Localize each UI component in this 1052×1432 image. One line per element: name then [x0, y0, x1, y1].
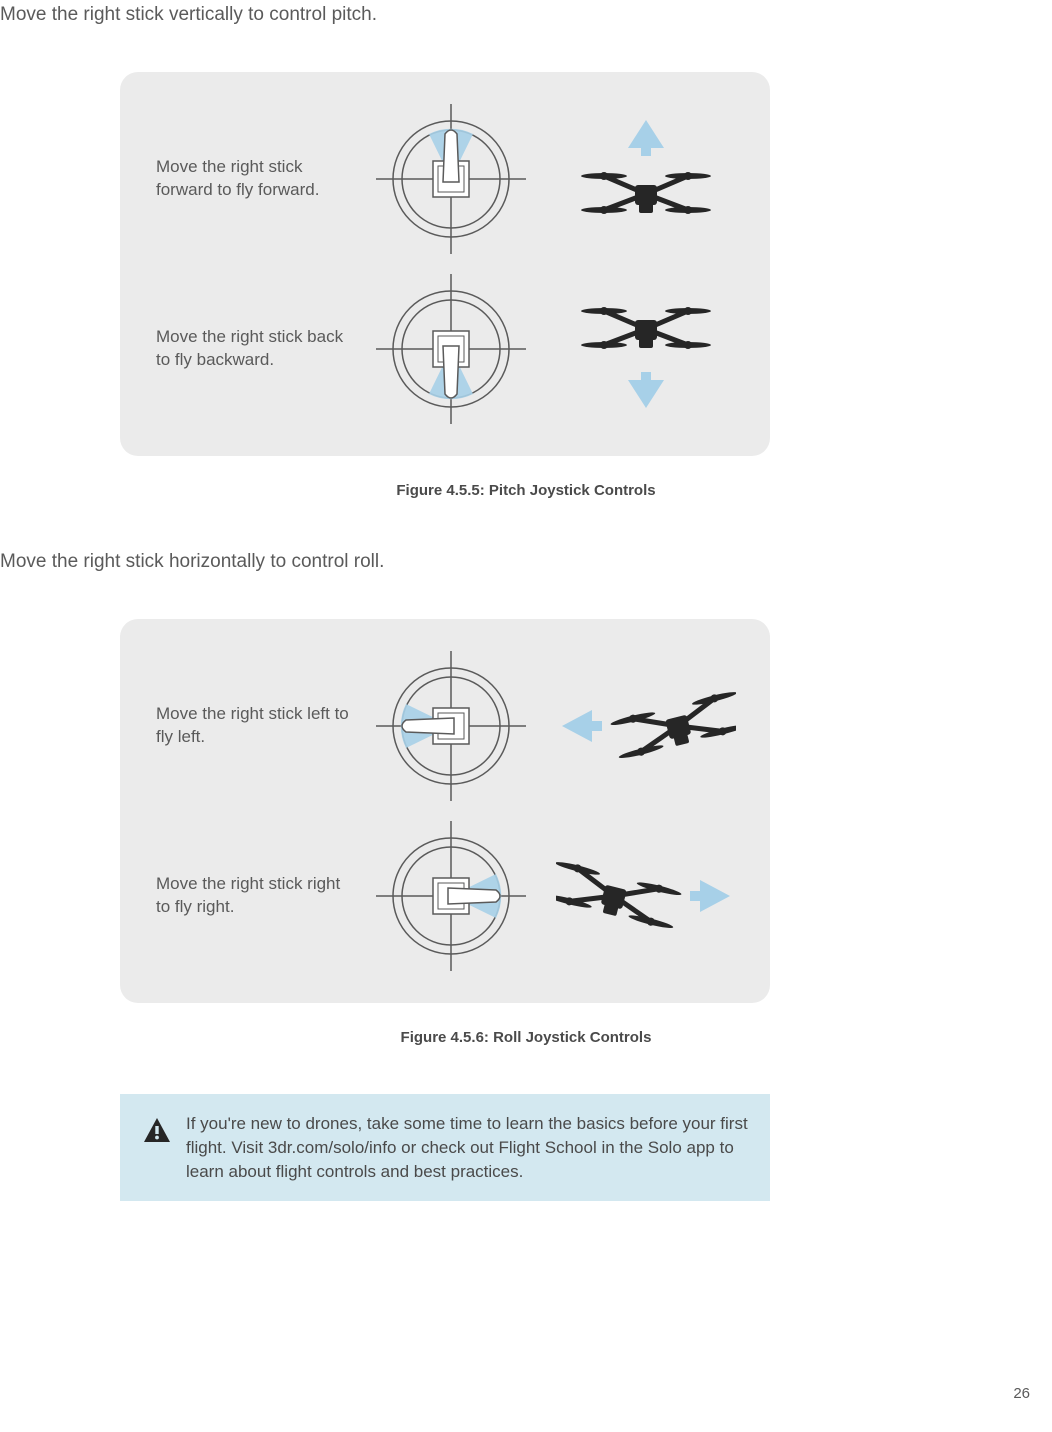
drone-forward	[551, 114, 740, 244]
joystick-right	[351, 821, 551, 971]
drone-backward	[551, 284, 740, 414]
warning-icon	[142, 1116, 172, 1146]
pitch-backward-label: Move the right stick back to fly backwar…	[156, 326, 351, 372]
pitch-caption: Figure 4.5.5: Pitch Joystick Controls	[0, 482, 1052, 499]
roll-left-label: Move the right stick left to fly left.	[156, 703, 351, 749]
roll-panel: Move the right stick left to fly left.	[120, 619, 770, 1003]
roll-caption: Figure 4.5.6: Roll Joystick Controls	[0, 1029, 1052, 1046]
roll-right-label: Move the right stick right to fly right.	[156, 873, 351, 919]
joystick-backward-icon	[376, 274, 526, 424]
pitch-panel: Move the right stick forward to fly forw…	[120, 72, 770, 456]
drone-right-icon	[556, 846, 736, 946]
roll-intro: Move the right stick horizontally to con…	[0, 547, 1052, 573]
drone-left	[551, 676, 740, 776]
joystick-left-icon	[376, 651, 526, 801]
joystick-forward-icon	[376, 104, 526, 254]
pitch-forward-label: Move the right stick forward to fly forw…	[156, 156, 351, 202]
drone-forward-icon	[576, 114, 716, 244]
joystick-left	[351, 651, 551, 801]
info-note: If you're new to drones, take some time …	[120, 1094, 770, 1201]
info-note-text: If you're new to drones, take some time …	[186, 1112, 748, 1183]
pitch-row-forward: Move the right stick forward to fly forw…	[156, 100, 740, 258]
roll-row-right: Move the right stick right to fly right.	[156, 817, 740, 975]
joystick-forward	[351, 104, 551, 254]
drone-right	[551, 846, 740, 946]
joystick-right-icon	[376, 821, 526, 971]
joystick-backward	[351, 274, 551, 424]
drone-backward-icon	[576, 284, 716, 414]
pitch-intro: Move the right stick vertically to contr…	[0, 0, 1052, 26]
drone-left-icon	[556, 676, 736, 776]
pitch-row-backward: Move the right stick back to fly backwar…	[156, 270, 740, 428]
page-number: 26	[1013, 1385, 1030, 1402]
roll-row-left: Move the right stick left to fly left.	[156, 647, 740, 805]
